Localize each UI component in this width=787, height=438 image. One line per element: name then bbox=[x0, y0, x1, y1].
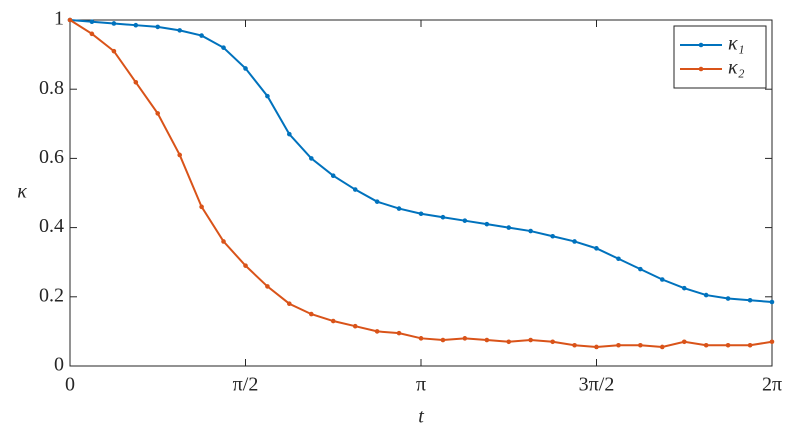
data-point bbox=[199, 33, 204, 38]
y-tick-label: 0.4 bbox=[39, 215, 64, 237]
x-tick-label: 3π/2 bbox=[579, 374, 615, 396]
data-point bbox=[462, 336, 468, 341]
data-point bbox=[89, 19, 95, 25]
data-point bbox=[309, 311, 314, 317]
data-point bbox=[418, 336, 424, 341]
y-tick-label: 0 bbox=[54, 354, 64, 376]
data-point bbox=[243, 263, 248, 268]
data-point bbox=[484, 337, 490, 343]
data-point bbox=[265, 284, 270, 289]
data-point bbox=[155, 111, 161, 116]
data-point bbox=[309, 156, 314, 161]
data-point bbox=[133, 79, 139, 85]
y-tick-label: 0.6 bbox=[39, 146, 64, 168]
x-tick-label: π bbox=[416, 374, 426, 396]
data-point bbox=[133, 22, 139, 28]
x-axis-label: t bbox=[418, 406, 424, 428]
data-point bbox=[374, 329, 380, 334]
data-point bbox=[528, 228, 533, 234]
data-point bbox=[616, 256, 621, 262]
data-point bbox=[265, 93, 270, 99]
x-tick-label: 0 bbox=[65, 374, 75, 396]
data-point bbox=[374, 199, 380, 204]
x-tick-label: 2π bbox=[762, 374, 782, 396]
y-tick-label: 1 bbox=[54, 8, 64, 30]
y-tick-label: 0.2 bbox=[39, 284, 64, 306]
data-point bbox=[528, 337, 533, 343]
data-point bbox=[638, 342, 643, 348]
legend-box bbox=[673, 25, 767, 89]
data-point bbox=[659, 277, 665, 282]
y-axis-label: κ bbox=[17, 181, 27, 203]
data-point bbox=[440, 337, 446, 343]
legend-label: κ₂ bbox=[728, 57, 745, 79]
data-point bbox=[638, 266, 643, 272]
data-point bbox=[747, 297, 753, 303]
data-point bbox=[111, 48, 117, 54]
data-point bbox=[572, 239, 577, 244]
y-tick-label: 0.8 bbox=[39, 77, 64, 99]
data-point bbox=[550, 339, 555, 345]
data-point bbox=[550, 233, 555, 239]
legend-marker bbox=[698, 42, 704, 48]
data-point bbox=[199, 204, 204, 210]
data-point bbox=[396, 206, 402, 211]
data-point bbox=[440, 214, 446, 220]
legend-marker bbox=[698, 66, 704, 72]
data-point bbox=[769, 299, 775, 305]
data-point bbox=[681, 339, 687, 345]
data-point bbox=[484, 221, 490, 227]
data-point bbox=[506, 225, 512, 230]
data-point bbox=[243, 66, 248, 71]
data-point bbox=[287, 301, 292, 307]
data-point bbox=[352, 323, 358, 329]
data-point bbox=[594, 246, 599, 251]
data-point bbox=[396, 330, 402, 336]
data-point bbox=[418, 211, 424, 217]
data-point bbox=[506, 339, 512, 345]
data-point bbox=[594, 344, 599, 350]
data-point bbox=[462, 218, 468, 223]
data-point bbox=[89, 31, 95, 37]
data-point bbox=[769, 339, 775, 345]
data-point bbox=[681, 285, 687, 291]
data-point bbox=[725, 296, 731, 301]
data-point bbox=[155, 24, 161, 30]
x-tick-label: π/2 bbox=[233, 374, 259, 396]
data-point bbox=[111, 21, 117, 26]
legend-label: κ₁ bbox=[728, 33, 745, 55]
data-point bbox=[177, 28, 183, 33]
data-point bbox=[616, 342, 621, 348]
data-point bbox=[177, 152, 183, 158]
data-point bbox=[330, 318, 336, 324]
data-point bbox=[221, 45, 226, 50]
data-point bbox=[659, 344, 665, 350]
data-point bbox=[747, 342, 753, 348]
data-point bbox=[67, 17, 73, 23]
data-point bbox=[221, 239, 226, 244]
data-point bbox=[703, 342, 709, 348]
data-point bbox=[703, 292, 709, 298]
data-point bbox=[330, 173, 336, 178]
data-point bbox=[725, 342, 731, 348]
data-point bbox=[352, 187, 358, 192]
data-point bbox=[287, 131, 292, 137]
data-point bbox=[572, 342, 577, 348]
